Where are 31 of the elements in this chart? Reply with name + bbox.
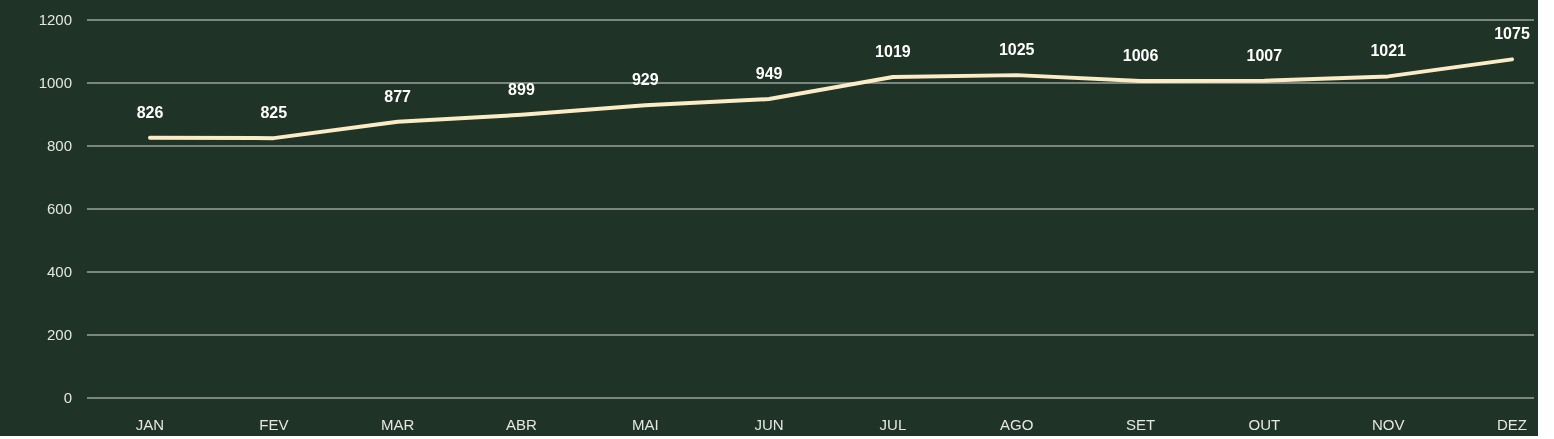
x-tick-label: ABR — [506, 416, 538, 433]
y-tick-label: 600 — [46, 200, 72, 218]
data-label: 929 — [631, 71, 659, 89]
data-label: 825 — [260, 104, 288, 122]
data-label: 1075 — [1494, 25, 1530, 43]
x-tick-label: OUT — [1248, 416, 1281, 433]
x-tick-label: AGO — [1000, 416, 1034, 433]
y-tick-label: 800 — [46, 137, 72, 155]
x-tick-label: SET — [1125, 416, 1156, 433]
x-tick-label: DEZ — [1497, 416, 1527, 433]
data-label: 949 — [755, 65, 783, 83]
data-label: 1025 — [998, 41, 1035, 59]
data-label: 1021 — [1370, 42, 1407, 60]
data-label: 899 — [508, 80, 535, 98]
data-label: 1006 — [1122, 47, 1159, 65]
x-tick-label: JAN — [135, 416, 165, 433]
data-label: 1019 — [875, 43, 911, 61]
x-tick-label: FEV — [259, 416, 289, 433]
y-tick-label: 400 — [46, 263, 72, 281]
x-tick-label: MAI — [631, 416, 659, 433]
x-tick-label: MAR — [380, 416, 415, 433]
data-label: 1007 — [1246, 46, 1283, 64]
y-tick-label: 200 — [46, 326, 72, 344]
x-tick-label: JUN — [754, 416, 784, 433]
data-label: 826 — [136, 103, 164, 121]
x-tick-label: NOV — [1371, 416, 1405, 433]
y-tick-label: 1000 — [38, 74, 72, 92]
x-tick-label: JUL — [879, 416, 907, 433]
y-tick-label: 0 — [63, 389, 72, 407]
data-label: 877 — [384, 87, 412, 105]
y-tick-label: 1200 — [38, 11, 72, 29]
